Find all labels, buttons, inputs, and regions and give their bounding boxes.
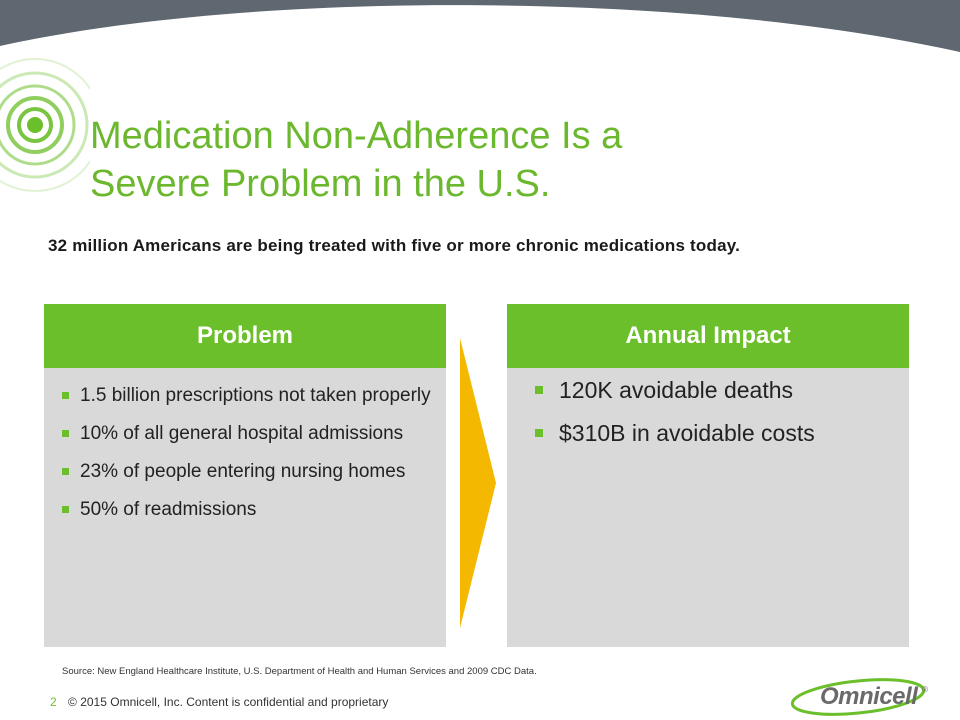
list-item-text: 1.5 billion prescriptions not taken prop… xyxy=(80,385,431,406)
chevron-arrow-icon xyxy=(460,338,496,628)
list-item-text: 120K avoidable deaths xyxy=(559,377,794,403)
impact-header-label: Annual Impact xyxy=(625,322,791,349)
omnicell-logo: Omnicell ® xyxy=(790,676,930,716)
impact-panel: Annual Impact 120K avoidable deaths $310… xyxy=(507,304,909,647)
slide-title: Medication Non-Adherence Is a Severe Pro… xyxy=(90,112,850,208)
concentric-rings-icon xyxy=(0,58,90,192)
list-item: 1.5 billion prescriptions not taken prop… xyxy=(62,384,432,407)
list-item-text: $310B in avoidable costs xyxy=(559,420,815,446)
slide-subtitle: 32 million Americans are being treated w… xyxy=(48,236,741,255)
square-bullet-icon xyxy=(62,392,69,399)
square-bullet-icon xyxy=(535,386,543,394)
page-number: 2 xyxy=(50,695,57,709)
problem-header-label: Problem xyxy=(196,322,294,349)
copyright-text: © 2015 Omnicell, Inc. Content is confide… xyxy=(68,695,389,709)
problem-header: Problem xyxy=(44,304,446,368)
impact-header: Annual Impact xyxy=(507,304,909,368)
square-bullet-icon xyxy=(62,430,69,437)
problem-list: 1.5 billion prescriptions not taken prop… xyxy=(62,384,432,536)
logo-swoosh-icon xyxy=(790,678,926,716)
list-item: 23% of people entering nursing homes xyxy=(62,460,432,483)
header-band xyxy=(0,0,960,52)
registered-mark: ® xyxy=(922,685,928,694)
list-item: 10% of all general hospital admissions xyxy=(62,422,432,445)
list-item: 120K avoidable deaths xyxy=(535,376,895,404)
list-item: $310B in avoidable costs xyxy=(535,419,895,447)
slide-footer: 2 © 2015 Omnicell, Inc. Content is confi… xyxy=(50,695,388,709)
square-bullet-icon xyxy=(62,506,69,513)
source-note: Source: New England Healthcare Institute… xyxy=(62,666,537,677)
square-bullet-icon xyxy=(62,468,69,475)
square-bullet-icon xyxy=(535,429,543,437)
problem-panel: Problem 1.5 billion prescriptions not ta… xyxy=(44,304,446,647)
list-item-text: 23% of people entering nursing homes xyxy=(80,461,406,482)
slide-title-line-1: Medication Non-Adherence Is a xyxy=(90,115,623,157)
logo-text: Omnicell xyxy=(820,683,918,710)
list-item-text: 50% of readmissions xyxy=(80,499,257,520)
slide-title-line-2: Severe Problem in the U.S. xyxy=(90,163,551,205)
list-item: 50% of readmissions xyxy=(62,498,432,521)
list-item-text: 10% of all general hospital admissions xyxy=(80,423,404,444)
impact-list: 120K avoidable deaths $310B in avoidable… xyxy=(535,376,895,462)
